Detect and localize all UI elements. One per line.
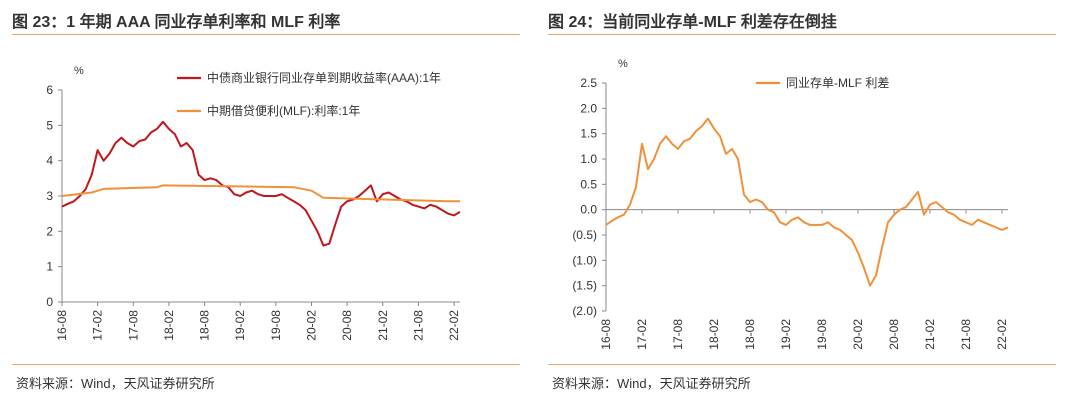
x-tick-label: 19-08 [815,319,829,350]
x-tick-label: 18-02 [707,319,721,350]
left-chart-source: 资料来源：Wind，天风证券研究所 [16,376,215,391]
x-tick-label: 18-08 [743,319,757,350]
x-tick-label: 20-02 [851,319,865,350]
y-tick-label: 3 [46,189,53,203]
y-axis-unit-label: % [74,65,84,77]
y-tick-label: (1.0) [572,253,597,267]
y-tick-label: 4 [46,154,53,168]
y-tick-label: (0.5) [572,228,597,242]
left-line-chart: % 0 1 2 3 4 5 6 16-08 17-02 17-08 18-02 18-08 19-02 19… [46,65,461,341]
x-tick-label: 17-08 [671,319,685,350]
x-tick-label: 19-08 [269,310,283,341]
x-tick-label: 21-08 [959,319,973,350]
x-tick-label: 18-08 [198,310,212,341]
x-tick-label: 21-02 [376,310,390,341]
right-chart-panel: 图 24：当前同业存单-MLF 利差存在倒挂 % 2.5 2.0 1.5 1.0 0.5 0… [548,0,1068,400]
y-tick-label: 5 [46,118,53,132]
y-tick-label: 2.0 [580,101,597,115]
right-chart-source: 资料来源：Wind，天风证券研究所 [552,376,751,391]
y-tick-label: 1 [46,260,53,274]
left-chart-panel: 图 23：1 年期 AAA 同业存单利率和 MLF 利率 % 0 1 2 3 4 5 6 16-… [12,0,532,400]
x-tick-label: 17-02 [635,319,649,350]
y-tick-label: 1.0 [580,152,597,166]
series-line-1 [605,117,1009,287]
left-title-rule [12,34,520,35]
x-tick-label: 16-08 [55,310,69,341]
y-tick-label: 1.5 [580,127,597,141]
series-line-2 [61,184,460,203]
left-chart-title: 图 23：1 年期 AAA 同业存单利率和 MLF 利率 [12,14,341,31]
x-tick-label: 21-08 [411,310,425,341]
x-tick-label: 21-02 [923,319,937,350]
x-tick-label: 18-02 [162,310,176,341]
y-tick-label: 0.0 [580,203,597,217]
x-tick-label: 20-08 [340,310,354,341]
x-tick-label: 22-02 [995,319,1009,350]
y-tick-label: 2 [46,224,53,238]
right-line-chart: %2.52.01.51.00.50.0(0.5)(1.0)(1.5)(2.0)1… [572,58,1009,350]
x-tick-label: 16-08 [599,319,613,350]
legend-label-1: 中债商业银行同业存单到期收益率(AAA):1年 [207,70,441,85]
legend-label-2: 中期借贷便利(MLF):利率:1年 [207,103,360,118]
x-tick-label: 17-08 [126,310,140,341]
left-source-rule [12,364,520,365]
y-tick-label: 6 [46,83,53,97]
y-tick-label: (2.0) [572,304,597,318]
right-source-rule [548,364,1056,365]
right-chart-title: 图 24：当前同业存单-MLF 利差存在倒挂 [548,14,837,31]
right-title-rule [548,34,1056,35]
x-tick-label: 19-02 [233,310,247,341]
y-tick-label: (1.5) [572,279,597,293]
x-tick-label: 19-02 [779,319,793,350]
y-tick-label: 2.5 [580,76,597,90]
y-tick-label: 0.5 [580,177,597,191]
legend-label-1: 同业存单-MLF 利差 [786,76,889,90]
x-tick-label: 17-02 [91,310,105,341]
series-line-1 [61,120,461,247]
x-tick-label: 20-02 [304,310,318,341]
x-tick-label: 20-08 [887,319,901,350]
y-tick-label: 0 [46,295,53,309]
x-tick-label: 22-02 [447,310,461,341]
y-axis-unit-label: % [618,58,628,70]
